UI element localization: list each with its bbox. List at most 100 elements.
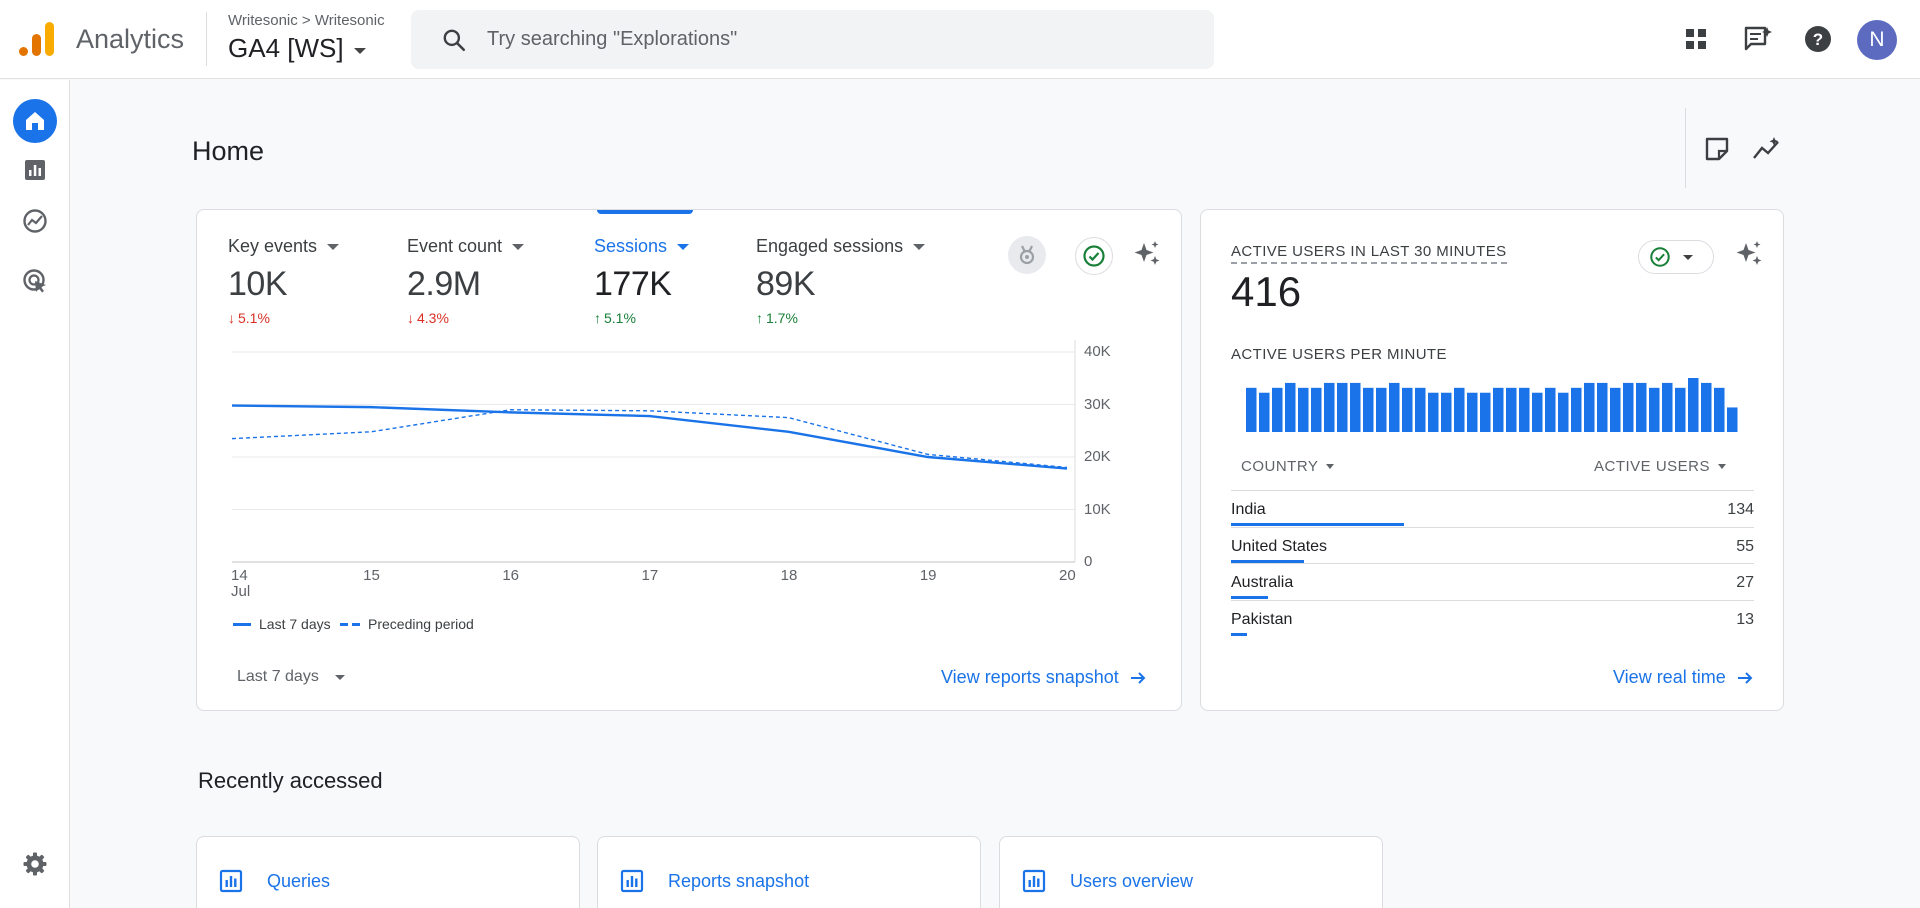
table-row[interactable]: Pakistan 13 (1231, 600, 1754, 636)
bar (1558, 392, 1569, 432)
realtime-value: 416 (1231, 268, 1302, 315)
account-breadcrumb[interactable]: Writesonic > Writesonic (228, 12, 385, 29)
series-line-last-7-days (231, 404, 1068, 470)
benchmark-badge-icon[interactable] (1008, 236, 1046, 274)
nav-reports[interactable] (13, 148, 57, 192)
kpi-event-count[interactable]: Event count 2.9M ↓ 4.3% (407, 236, 525, 326)
bar (1688, 378, 1699, 432)
nav-home[interactable] (13, 99, 57, 143)
bar (1298, 387, 1309, 432)
arrow-up-icon: ↑ (756, 310, 763, 326)
chevron-down-icon (913, 243, 926, 250)
check-circle-icon (1650, 247, 1670, 267)
realtime-status-dropdown[interactable] (1638, 240, 1714, 274)
table-row[interactable]: India 134 (1231, 490, 1754, 526)
search-bar[interactable] (411, 10, 1214, 69)
report-icon (219, 869, 243, 893)
kpi-delta: ↓ 4.3% (407, 310, 524, 326)
kpi-delta-value: 5.1% (238, 310, 270, 326)
sparkle-insights-icon[interactable] (1128, 236, 1166, 274)
recent-item-name: Queries (267, 871, 331, 891)
feedback-icon[interactable] (1742, 23, 1774, 55)
bar (1662, 382, 1673, 432)
realtime-subtitle: ACTIVE USERS PER MINUTE (1231, 346, 1447, 363)
selected-metric-indicator (597, 210, 693, 214)
column-header-country[interactable]: COUNTRY (1241, 458, 1335, 475)
kpi-sessions[interactable]: Sessions 177K ↑ 5.1% (594, 236, 690, 326)
bar (1610, 387, 1621, 432)
recent-card-users-overview[interactable]: Users overview (999, 836, 1383, 908)
nav-settings[interactable] (13, 842, 57, 886)
chevron-down-icon (353, 47, 366, 54)
sparkle-insights-icon[interactable] (1730, 236, 1768, 274)
apps-icon[interactable] (1680, 23, 1712, 55)
recent-card-queries[interactable]: Queries (196, 836, 580, 908)
legend-item-preceding-period[interactable]: Preceding period (340, 616, 474, 632)
nav-advertising[interactable] (13, 259, 57, 303)
x-tick-label: 20 (1059, 567, 1076, 584)
bar (1428, 392, 1439, 432)
search-input[interactable] (487, 28, 1137, 51)
view-reports-snapshot-link[interactable]: View reports snapshot (941, 667, 1147, 688)
share-bar (1231, 560, 1305, 563)
view-real-time-link[interactable]: View real time (1613, 667, 1754, 688)
legend-item-last-7-days[interactable]: Last 7 days (233, 616, 331, 632)
x-tick-sublabel: Jul (231, 583, 251, 600)
kpi-delta-value: 4.3% (417, 310, 449, 326)
recently-accessed-title: Recently accessed (198, 768, 383, 793)
y-tick-label: 20K (1084, 448, 1111, 465)
table-row[interactable]: Australia 27 (1231, 563, 1754, 599)
data-quality-check-icon[interactable] (1075, 237, 1113, 275)
bar (1389, 382, 1400, 432)
share-bar (1231, 633, 1247, 636)
insights-note-icon[interactable] (1702, 134, 1732, 164)
avatar[interactable]: N (1857, 20, 1897, 60)
bar (1597, 382, 1608, 432)
kpi-value: 10K (228, 265, 288, 303)
recent-item-name: Users overview (1070, 871, 1194, 891)
chevron-down-icon (1326, 464, 1335, 469)
kpi-delta-value: 5.1% (604, 310, 636, 326)
realtime-title[interactable]: ACTIVE USERS IN LAST 30 MINUTES (1231, 243, 1507, 264)
bar (1272, 387, 1283, 432)
recent-item-name: Reports snapshot (668, 871, 810, 891)
side-navigation (0, 80, 70, 908)
bar (1285, 382, 1296, 432)
bar (1311, 387, 1322, 432)
kpi-label: Event count (407, 236, 503, 256)
chevron-down-icon (327, 243, 340, 250)
bar (1363, 387, 1374, 432)
date-range-selector[interactable]: Last 7 days (237, 668, 345, 686)
country-name: Australia (1231, 574, 1294, 591)
bar (1584, 382, 1595, 432)
kpi-key-events[interactable]: Key events 10K ↓ 5.1% (228, 236, 340, 326)
bar (1350, 382, 1361, 432)
bar (1467, 392, 1478, 432)
top-app-bar: Analytics Writesonic > Writesonic GA4 [W… (0, 0, 1920, 79)
column-header-active-users[interactable]: ACTIVE USERS (1594, 458, 1727, 475)
bar (1246, 387, 1257, 432)
explore-icon (23, 209, 47, 233)
chevron-down-icon (1683, 254, 1693, 260)
bar (1649, 387, 1660, 432)
bar (1480, 392, 1491, 432)
bar (1415, 387, 1426, 432)
property-selector[interactable]: GA4 [WS] (228, 33, 366, 64)
bar (1519, 387, 1530, 432)
bar (1571, 387, 1582, 432)
nav-explore[interactable] (13, 199, 57, 243)
bar (1324, 382, 1335, 432)
table-row[interactable]: United States 55 (1231, 527, 1754, 563)
bar (1402, 387, 1413, 432)
legend-solid-swatch (233, 622, 251, 626)
kpi-engaged-sessions[interactable]: Engaged sessions 89K ↑ 1.7% (756, 236, 926, 326)
analytics-logo-icon[interactable] (18, 20, 56, 58)
bar (1532, 392, 1543, 432)
share-bar (1231, 596, 1268, 599)
help-icon[interactable]: ? (1802, 23, 1834, 55)
recent-card-reports-snapshot[interactable]: Reports snapshot (597, 836, 981, 908)
bar (1376, 387, 1387, 432)
country-name: India (1231, 501, 1266, 518)
legend-label: Last 7 days (259, 616, 331, 632)
insights-trend-icon[interactable] (1752, 134, 1782, 164)
